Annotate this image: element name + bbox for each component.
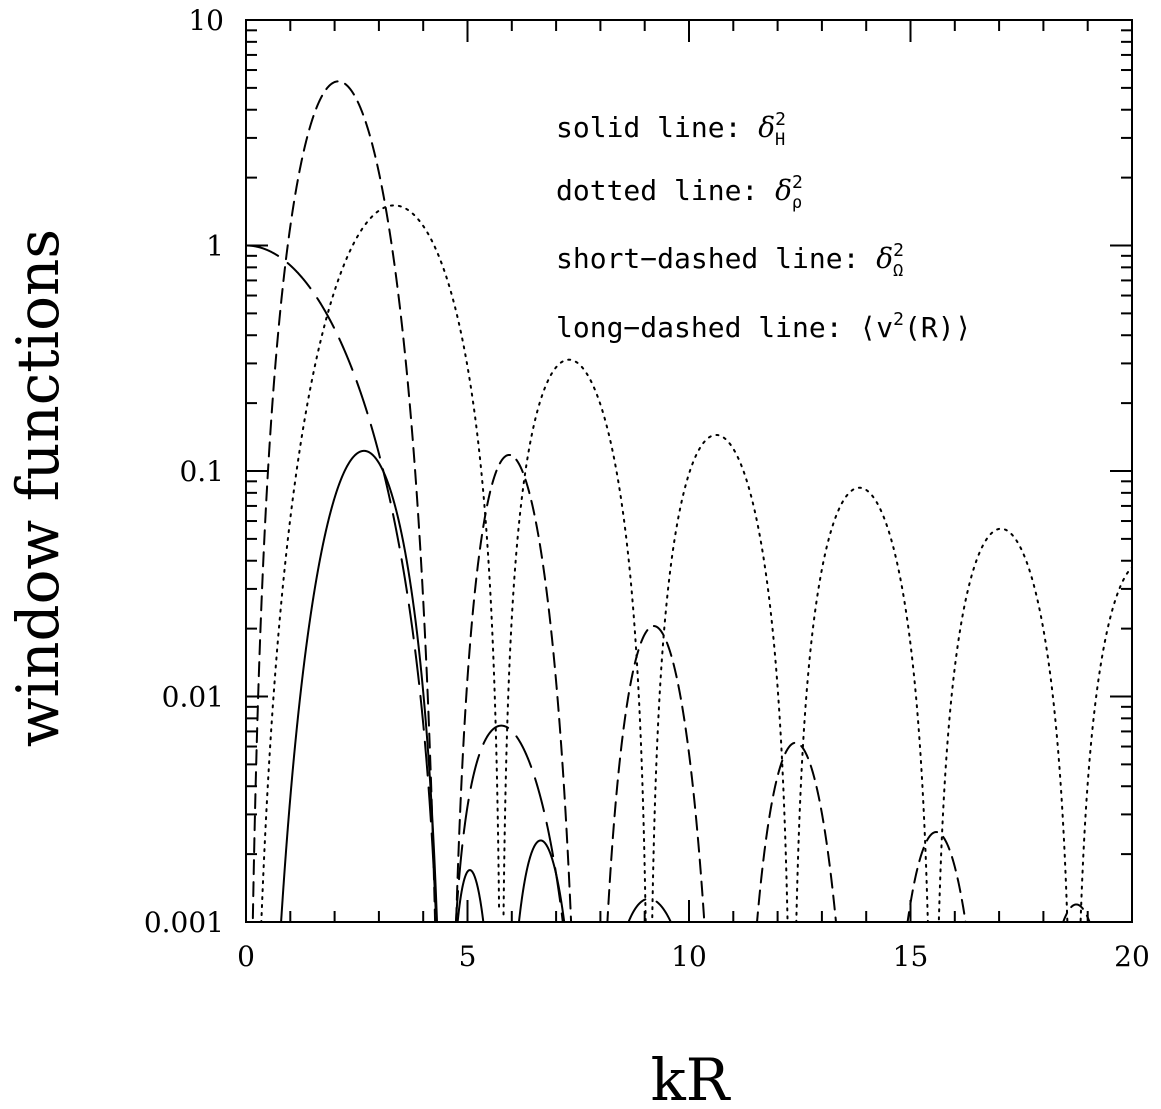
legend-label: solid line: bbox=[556, 111, 758, 144]
legend-symbol: δ bbox=[758, 111, 775, 144]
y-tick-label: 0.1 bbox=[179, 455, 224, 488]
legend-superscript: 2 bbox=[893, 240, 904, 261]
legend-entry: dotted line: δ2 ρ bbox=[556, 172, 803, 213]
x-tick-label: 0 bbox=[237, 940, 255, 973]
legend-symbol: δ bbox=[775, 174, 792, 207]
legend-label: short−dashed line: bbox=[556, 242, 876, 275]
legend-entry: short−dashed line: δ2 Ω bbox=[556, 240, 904, 281]
legend-label: dotted line: bbox=[556, 174, 775, 207]
x-tick-label: 5 bbox=[459, 940, 477, 973]
y-tick-label: 0.01 bbox=[162, 681, 224, 714]
series-short-dashed-line bbox=[251, 80, 1091, 922]
legend-subscript: H bbox=[775, 130, 785, 150]
x-tick-label: 20 bbox=[1114, 940, 1150, 973]
series-long-dashed-line bbox=[246, 244, 672, 922]
legend-subscript: Ω bbox=[893, 261, 903, 281]
legend-label: long−dashed line: ⟨v bbox=[556, 311, 893, 344]
y-tick-label: 0.001 bbox=[144, 906, 224, 939]
x-axis-title: kR bbox=[651, 1046, 732, 1109]
curves bbox=[246, 80, 1132, 922]
x-tick-label: 15 bbox=[893, 940, 929, 973]
legend-superscript: 2 bbox=[775, 109, 786, 130]
axis-ticks bbox=[245, 19, 1133, 923]
y-tick-label: 10 bbox=[188, 4, 224, 37]
legend-symbol: δ bbox=[876, 242, 893, 275]
legend-entry: long−dashed line: ⟨v2(R)⟩ bbox=[556, 309, 971, 344]
legend-superscript: 2 bbox=[792, 172, 803, 193]
x-tick-label: 10 bbox=[671, 940, 707, 973]
plot-frame bbox=[245, 19, 1133, 923]
legend-suffix: (R)⟩ bbox=[904, 311, 971, 344]
legend-superscript: 2 bbox=[893, 309, 904, 330]
y-tick-label: 1 bbox=[206, 230, 224, 263]
legend-entry: solid line: δ2 H bbox=[556, 109, 786, 150]
tick-labels: 0 5 10 15 20 0.001 0.01 0.1 1 10 bbox=[144, 4, 1150, 973]
y-axis-title: window functions bbox=[4, 229, 72, 747]
series-solid-line bbox=[280, 449, 566, 922]
legend-subscript: ρ bbox=[792, 193, 802, 213]
